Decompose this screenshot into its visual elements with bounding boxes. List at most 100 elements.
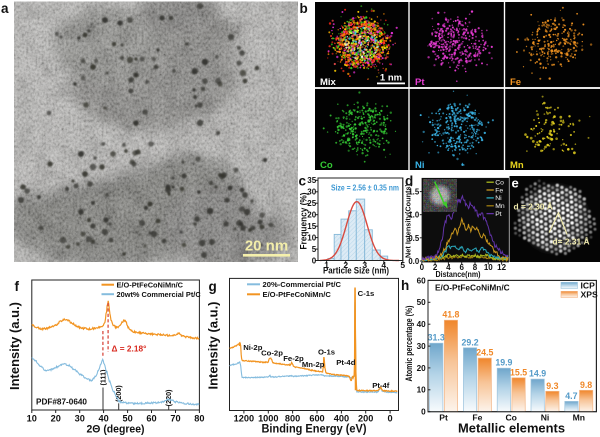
svg-text:60: 60 — [417, 276, 427, 285]
svg-text:20: 20 — [417, 364, 427, 373]
svg-text:Fe: Fe — [510, 77, 521, 88]
svg-text:b: b — [300, 1, 308, 16]
svg-text:Metallic elements: Metallic elements — [458, 422, 565, 436]
svg-text:d: d — [405, 174, 413, 189]
svg-text:Mn: Mn — [510, 160, 524, 171]
svg-text:Co-2p: Co-2p — [261, 349, 283, 358]
svg-text:20: 20 — [51, 413, 61, 423]
svg-text:2: 2 — [343, 260, 348, 270]
svg-text:30: 30 — [417, 342, 427, 351]
svg-text:20%-Commercial Pt/C: 20%-Commercial Pt/C — [263, 280, 342, 289]
svg-text:35: 35 — [307, 176, 316, 185]
svg-text:4.7: 4.7 — [565, 391, 577, 401]
svg-text:C-1s: C-1s — [358, 289, 375, 298]
svg-text:2: 2 — [433, 263, 438, 272]
svg-text:10: 10 — [307, 234, 316, 243]
svg-text:(200): (200) — [114, 385, 123, 402]
svg-text:Distance(nm): Distance(nm) — [436, 270, 481, 279]
svg-text:800: 800 — [285, 414, 300, 424]
svg-text:0: 0 — [388, 414, 393, 424]
svg-text:Intensity (a.u.): Intensity (a.u.) — [8, 302, 22, 390]
svg-text:1000: 1000 — [258, 414, 278, 424]
svg-text:25: 25 — [307, 199, 316, 208]
svg-text:600: 600 — [309, 414, 324, 424]
svg-text:2Θ (degree): 2Θ (degree) — [87, 424, 145, 436]
svg-text:50: 50 — [417, 298, 427, 307]
svg-text:200: 200 — [358, 414, 373, 424]
svg-text:O-1s: O-1s — [318, 348, 335, 357]
svg-text:1: 1 — [324, 260, 329, 270]
svg-text:f: f — [15, 279, 20, 294]
svg-text:0: 0 — [421, 408, 426, 417]
svg-text:19.9: 19.9 — [495, 358, 512, 368]
svg-text:80: 80 — [194, 413, 204, 423]
svg-text:Ni: Ni — [541, 413, 550, 423]
svg-text:Pt: Pt — [439, 413, 448, 423]
svg-text:24.5: 24.5 — [476, 348, 493, 358]
svg-text:Co: Co — [320, 160, 333, 171]
svg-text:0.5: 0.5 — [408, 234, 420, 243]
svg-text:4: 4 — [446, 263, 451, 272]
svg-text:E/O-PtFeCoNiMn/C: E/O-PtFeCoNiMn/C — [263, 290, 332, 299]
svg-text:1.5: 1.5 — [408, 188, 420, 197]
svg-text:Co: Co — [495, 180, 504, 187]
svg-text:XPS: XPS — [581, 289, 598, 299]
svg-text:(111): (111) — [99, 369, 108, 386]
svg-text:Fe: Fe — [472, 413, 482, 423]
svg-text:30: 30 — [75, 413, 85, 423]
svg-text:Pt: Pt — [495, 211, 502, 218]
svg-text:Δ = 2.18°: Δ = 2.18° — [112, 344, 147, 354]
svg-text:400: 400 — [334, 414, 349, 424]
svg-text:Co: Co — [505, 413, 516, 423]
svg-text:E/O-PtFeCoNiMn/C: E/O-PtFeCoNiMn/C — [435, 282, 510, 292]
svg-text:8: 8 — [473, 263, 478, 272]
svg-text:Mn: Mn — [573, 413, 585, 423]
svg-text:PDF#87-0640: PDF#87-0640 — [36, 398, 87, 407]
svg-text:(220): (220) — [164, 389, 173, 406]
svg-text:9.3: 9.3 — [546, 381, 558, 391]
svg-text:0.0: 0.0 — [408, 257, 420, 266]
svg-text:41.8: 41.8 — [442, 310, 459, 320]
svg-text:a: a — [1, 1, 9, 16]
svg-text:E/O-PtFeCoNiMn/C: E/O-PtFeCoNiMn/C — [117, 280, 184, 289]
svg-text:40: 40 — [98, 413, 108, 423]
svg-text:Pt-4d: Pt-4d — [336, 358, 356, 367]
svg-text:12: 12 — [497, 263, 506, 272]
svg-text:Fe-2p: Fe-2p — [283, 354, 304, 363]
svg-text:Pt-4f: Pt-4f — [372, 381, 390, 390]
svg-text:d = 2.30 Å: d = 2.30 Å — [514, 202, 553, 212]
svg-text:ICP: ICP — [581, 280, 596, 290]
svg-text:Pt: Pt — [415, 77, 425, 88]
svg-text:15: 15 — [307, 222, 316, 231]
svg-text:Mix: Mix — [320, 77, 337, 88]
svg-text:31.3: 31.3 — [428, 333, 445, 343]
svg-text:Mn: Mn — [495, 203, 505, 210]
svg-text:15.5: 15.5 — [510, 367, 527, 377]
svg-text:Ni: Ni — [415, 160, 425, 171]
svg-text:20 nm: 20 nm — [245, 238, 288, 255]
svg-text:60: 60 — [146, 413, 156, 423]
svg-text:1.0: 1.0 — [408, 211, 420, 220]
svg-text:10: 10 — [417, 386, 427, 395]
svg-text:30: 30 — [307, 188, 316, 197]
svg-text:1 nm: 1 nm — [380, 73, 402, 84]
svg-text:20wt% Commercial Pt/C: 20wt% Commercial Pt/C — [117, 290, 202, 299]
svg-text:70: 70 — [170, 413, 180, 423]
svg-text:29.2: 29.2 — [462, 337, 479, 347]
svg-text:Mn-2p: Mn-2p — [302, 360, 325, 369]
svg-text:10: 10 — [484, 263, 493, 272]
svg-text:d= 2.31 Å: d= 2.31 Å — [553, 237, 590, 247]
svg-text:Binding Energy (eV): Binding Energy (eV) — [262, 424, 367, 436]
svg-text:5: 5 — [400, 260, 405, 270]
svg-text:5: 5 — [312, 245, 317, 254]
svg-text:Intensity (a.u.): Intensity (a.u.) — [207, 302, 221, 390]
svg-text:10: 10 — [27, 413, 37, 423]
svg-text:50: 50 — [122, 413, 132, 423]
svg-text:Fe: Fe — [495, 187, 503, 194]
svg-text:Ni-2p: Ni-2p — [243, 343, 263, 352]
svg-text:e: e — [512, 176, 519, 191]
svg-text:Frequency (%): Frequency (%) — [299, 193, 309, 250]
svg-text:40: 40 — [417, 320, 427, 329]
svg-text:Atomic percentage (%): Atomic percentage (%) — [404, 306, 415, 382]
svg-text:h: h — [401, 278, 409, 293]
